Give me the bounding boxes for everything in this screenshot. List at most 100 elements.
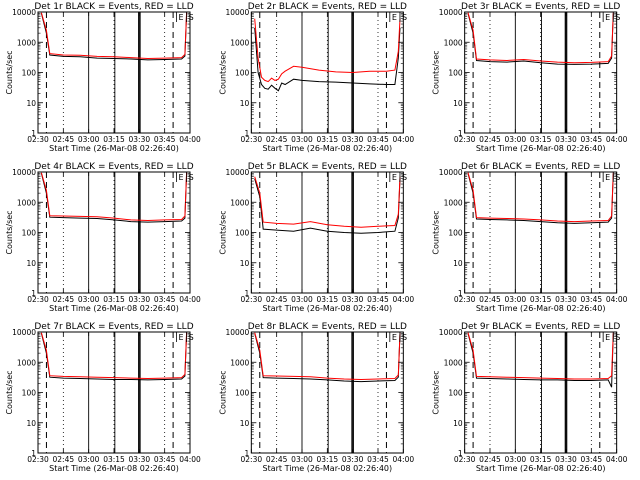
x-tick-label: 02:30 xyxy=(454,135,476,144)
y-tick-label: 10 xyxy=(453,419,463,428)
x-tick-label: 03:45 xyxy=(367,455,389,464)
panel-title: Det 2r BLACK = Events, RED = LLD xyxy=(248,2,407,12)
y-tick-label: 1000 xyxy=(444,198,463,207)
plot-area xyxy=(467,12,614,133)
x-tick-label: 04:00 xyxy=(606,455,628,464)
y-tick-label: 1 xyxy=(31,289,36,298)
stub-label: E xyxy=(605,13,610,22)
series-events xyxy=(254,333,401,383)
y-tick-label: 100 xyxy=(235,69,250,78)
x-axis-label: Start Time (26-Mar-08 02:26:40) xyxy=(476,304,606,313)
x-tick-label: 03:15 xyxy=(317,455,339,464)
series-lld xyxy=(467,12,614,64)
y-tick-label: 1 xyxy=(31,129,36,138)
x-tick-label: 02:30 xyxy=(241,295,263,304)
plot-area xyxy=(40,332,188,453)
plot-area xyxy=(254,12,401,133)
x-axis-label: Start Time (26-Mar-08 02:26:40) xyxy=(476,464,606,473)
x-tick-label: 03:30 xyxy=(555,135,577,144)
x-tick-label: 03:30 xyxy=(342,295,364,304)
x-axis-label: Start Time (26-Mar-08 02:26:40) xyxy=(49,304,179,313)
y-tick-label: 10 xyxy=(240,419,250,428)
series-events xyxy=(254,178,401,234)
x-tick-label: 03:00 xyxy=(78,295,100,304)
y-axis-label: Counts/sec xyxy=(218,50,227,94)
y-axis-label: Counts/sec xyxy=(218,210,227,254)
x-axis-label: Start Time (26-Mar-08 02:26:40) xyxy=(476,144,606,153)
x-tick-label: 03:30 xyxy=(129,455,151,464)
series-events xyxy=(467,173,614,224)
y-tick-label: 10 xyxy=(26,259,36,268)
x-tick-label: 03:30 xyxy=(555,455,577,464)
y-tick-label: 10 xyxy=(26,99,36,108)
x-tick-label: 03:00 xyxy=(291,295,313,304)
y-tick-label: 1000 xyxy=(17,38,36,47)
x-tick-label: 03:30 xyxy=(342,135,364,144)
y-tick-label: 10000 xyxy=(12,168,36,177)
x-tick-label: 03:00 xyxy=(291,135,313,144)
plot-area xyxy=(467,172,614,293)
x-tick-label: 03:30 xyxy=(129,135,151,144)
x-axis-label: Start Time (26-Mar-08 02:26:40) xyxy=(49,464,179,473)
y-tick-label: 100 xyxy=(235,389,250,398)
plot-area xyxy=(254,332,401,453)
y-tick-label: 1 xyxy=(458,289,463,298)
x-tick-label: 03:15 xyxy=(530,135,552,144)
x-tick-label: 02:30 xyxy=(27,455,49,464)
panel-title: Det 7r BLACK = Events, RED = LLD xyxy=(34,322,193,332)
stub-label: S xyxy=(402,173,407,182)
x-tick-label: 04:00 xyxy=(179,135,201,144)
y-tick-label: 10 xyxy=(240,259,250,268)
x-tick-label: 03:45 xyxy=(367,295,389,304)
series-lld xyxy=(467,332,614,380)
x-tick-label: 04:00 xyxy=(393,135,415,144)
x-tick-label: 03:15 xyxy=(530,295,552,304)
y-tick-label: 10000 xyxy=(12,8,36,17)
x-tick-label: 03:30 xyxy=(129,295,151,304)
x-tick-label: 02:45 xyxy=(53,455,75,464)
panel-title: Det 1r BLACK = Events, RED = LLD xyxy=(34,2,193,12)
series-lld xyxy=(40,12,188,60)
stub-label: S xyxy=(189,333,194,342)
y-tick-label: 10000 xyxy=(225,328,249,337)
x-tick-label: 02:30 xyxy=(241,135,263,144)
y-tick-label: 100 xyxy=(448,389,463,398)
x-tick-label: 03:15 xyxy=(103,295,125,304)
stub-label: E xyxy=(605,173,610,182)
y-tick-label: 10 xyxy=(240,99,250,108)
y-tick-label: 100 xyxy=(22,229,37,238)
y-tick-label: 100 xyxy=(22,389,37,398)
y-tick-label: 10000 xyxy=(439,168,463,177)
y-tick-label: 1000 xyxy=(230,38,249,47)
plot-area xyxy=(40,172,188,293)
y-tick-label: 10000 xyxy=(439,8,463,17)
x-tick-label: 02:30 xyxy=(454,455,476,464)
x-tick-label: 02:45 xyxy=(479,455,501,464)
series-lld xyxy=(40,332,188,380)
y-axis-label: Counts/sec xyxy=(5,370,14,414)
series-lld xyxy=(40,172,188,222)
x-tick-label: 03:45 xyxy=(581,295,603,304)
y-tick-label: 1000 xyxy=(230,358,249,367)
x-tick-label: 03:30 xyxy=(342,455,364,464)
x-tick-label: 02:30 xyxy=(27,135,49,144)
plot-area xyxy=(40,12,188,133)
x-tick-label: 02:45 xyxy=(266,295,288,304)
series-lld xyxy=(254,332,401,381)
x-tick-label: 03:45 xyxy=(581,135,603,144)
x-tick-label: 04:00 xyxy=(393,455,415,464)
series-lld xyxy=(254,18,401,83)
series-events xyxy=(40,13,188,61)
x-tick-label: 03:45 xyxy=(581,455,603,464)
y-tick-label: 1 xyxy=(245,449,250,458)
y-tick-label: 1000 xyxy=(230,198,249,207)
panel-title: Det 5r BLACK = Events, RED = LLD xyxy=(248,162,407,172)
x-axis-label: Start Time (26-Mar-08 02:26:40) xyxy=(263,144,393,153)
y-tick-label: 100 xyxy=(448,69,463,78)
stub-label: S xyxy=(615,173,620,182)
